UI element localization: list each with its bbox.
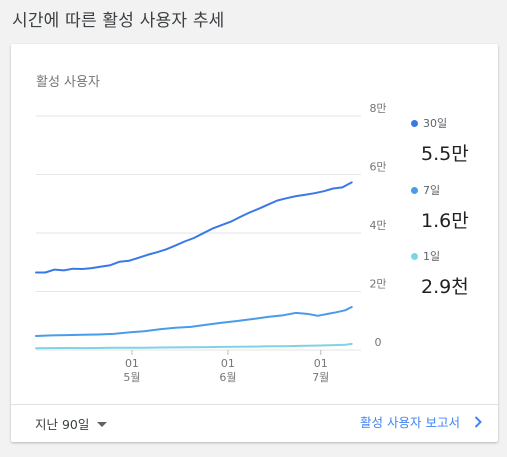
page-title: 시간에 따른 활성 사용자 추세 [12, 11, 225, 31]
card-divider [11, 404, 498, 405]
legend-item-1d: 1일 2.9천 [411, 249, 469, 299]
series-line-7d [35, 306, 353, 337]
series-line-30d [35, 181, 353, 274]
y-tick-label: 4만 [369, 219, 386, 232]
chevron-right-icon [474, 415, 482, 428]
x-tick-month-label: 7월 [312, 371, 329, 384]
legend-dot-icon [411, 186, 418, 194]
x-tick-month-label: 6월 [219, 371, 236, 384]
legend-label-30d: 30일 [423, 117, 448, 130]
legend-dot-icon [411, 119, 418, 127]
y-tick-label: 8만 [369, 102, 386, 115]
legend-item-7d: 7일 1.6만 [411, 183, 469, 233]
legend-dot-icon [411, 252, 418, 260]
card-title: 활성 사용자 [36, 75, 100, 90]
active-users-card: 활성 사용자 0 2만 4만 6만 8만 01 5월 01 6월 01 7월 30일 5.5만 7일… [11, 44, 498, 442]
legend-label-1d: 1일 [423, 250, 441, 263]
legend-label-7d: 7일 [423, 184, 441, 197]
x-tick-day-label: 01 [221, 357, 235, 370]
caret-down-icon [97, 422, 108, 427]
legend-value-30d: 5.5만 [421, 143, 469, 165]
x-tick-day-label: 01 [314, 357, 328, 370]
date-range-dropdown[interactable]: 지난 90일 [35, 414, 108, 433]
y-tick-label: 6만 [369, 161, 386, 174]
legend-item-30d: 30일 5.5만 [411, 116, 469, 166]
x-tick-day-label: 01 [125, 357, 139, 370]
legend-value-1d: 2.9천 [421, 276, 469, 298]
y-tick-label: 2만 [369, 278, 386, 291]
y-tick-label: 0 [375, 336, 382, 349]
legend-value-7d: 1.6만 [421, 210, 469, 232]
date-range-label: 지난 90일 [35, 417, 90, 432]
active-users-report-link[interactable]: 활성 사용자 보고서 [360, 412, 482, 431]
x-tick-month-label: 5월 [123, 371, 140, 384]
report-link-label: 활성 사용자 보고서 [360, 415, 460, 430]
series-line-1d [35, 342, 353, 350]
